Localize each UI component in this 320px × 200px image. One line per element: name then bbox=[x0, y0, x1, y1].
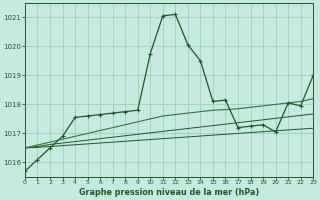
X-axis label: Graphe pression niveau de la mer (hPa): Graphe pression niveau de la mer (hPa) bbox=[79, 188, 259, 197]
